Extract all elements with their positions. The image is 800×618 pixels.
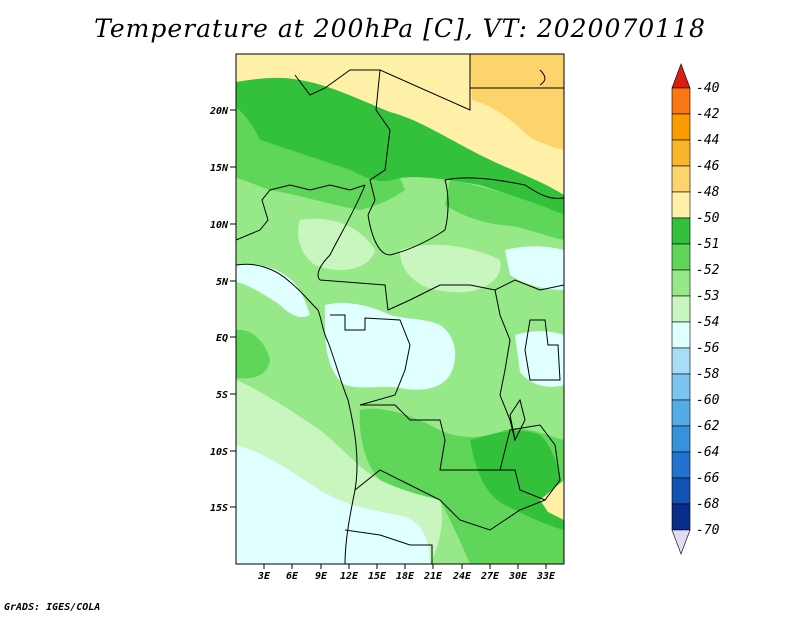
lon-label: 15E: [368, 571, 387, 582]
legend-swatch: [671, 113, 691, 141]
legend-swatch: [671, 243, 691, 271]
legend-label: -53: [696, 289, 719, 304]
legend-label: -58: [696, 367, 720, 382]
map-title: Temperature at 200hPa [C], VT: 202007011…: [94, 14, 706, 43]
country-borders: [236, 54, 564, 564]
legend-swatch: [671, 295, 691, 323]
legend-swatch: [671, 321, 691, 349]
legend-arrow-top: [671, 63, 691, 89]
legend-label: -48: [696, 185, 720, 200]
lat-label: 10N: [210, 220, 229, 231]
region-minus54-east: [505, 246, 564, 290]
legend-label: -51: [696, 237, 719, 252]
region-minus54-southwest: [236, 445, 430, 564]
legend-swatch: [671, 139, 691, 167]
lon-label: 12E: [340, 571, 359, 582]
lon-label: 30E: [508, 571, 528, 582]
region-minus50-southeast: [540, 480, 564, 520]
legend-swatch: [671, 217, 691, 245]
latitude-axis: 20N 15N 10N 5N EQ 5S 10S 15S: [209, 106, 236, 514]
region-minus52-east-north: [445, 180, 564, 240]
temperature-map: [236, 54, 564, 564]
lat-label: 15S: [210, 503, 228, 514]
lon-label: 6E: [286, 571, 299, 582]
lat-label: 15N: [210, 163, 229, 174]
legend-swatch: [671, 399, 691, 427]
lon-label: 18E: [396, 571, 415, 582]
region-minus48-northeast: [470, 54, 564, 150]
legend-label: -44: [696, 133, 719, 148]
region-minus52-northwest: [236, 108, 405, 210]
lon-label: 33E: [536, 571, 556, 582]
legend-label: -64: [696, 445, 719, 460]
lat-label: EQ: [216, 333, 228, 344]
region-minus52-patch-center: [298, 218, 375, 270]
legend-label: -40: [696, 81, 720, 96]
legend-label: -52: [696, 263, 720, 278]
lon-label: 21E: [423, 571, 443, 582]
legend-label: -42: [696, 107, 720, 122]
legend-swatch: [671, 269, 691, 297]
lon-label: 9E: [315, 571, 328, 582]
region-minus52-patch-west: [236, 329, 270, 379]
lon-label: 24E: [452, 571, 472, 582]
grads-credit: GrADS: IGES/COLA: [4, 602, 101, 613]
lat-label: 5S: [216, 390, 228, 401]
legend-label: -68: [696, 497, 720, 512]
legend-label: -62: [696, 419, 720, 434]
color-legend: -40 -42 -44 -46 -48 -50 -51 -52 -53 -54 -56 -58 -60 -…: [671, 63, 720, 555]
legend-label: -66: [696, 471, 720, 486]
region-minus53-southwest: [236, 380, 442, 564]
legend-swatch: [671, 425, 691, 453]
region-minus51-southeast: [470, 430, 564, 530]
legend-label: -54: [696, 315, 719, 330]
lat-label: 10S: [210, 447, 228, 458]
legend-swatch: [671, 373, 691, 401]
legend-label: -50: [696, 211, 720, 226]
lat-label: 5N: [216, 277, 229, 288]
legend-label: -60: [696, 393, 720, 408]
region-minus54-congo: [325, 303, 456, 390]
legend-swatch: [671, 451, 691, 479]
legend-swatch: [671, 87, 691, 115]
lon-label: 27E: [480, 571, 500, 582]
legend-swatch: [671, 503, 691, 531]
region-minus54-gulf: [236, 263, 310, 317]
region-minus51-belt: [236, 77, 564, 215]
legend-swatch: [671, 477, 691, 505]
lon-label: 3E: [257, 571, 271, 582]
legend-swatch: [671, 347, 691, 375]
legend-arrow-bottom: [671, 529, 691, 555]
legend-swatch: [671, 165, 691, 193]
longitude-axis: 3E 6E 9E 12E 15E 18E 21E 24E 27E 30E 33E: [257, 564, 556, 582]
lat-label: 20N: [209, 106, 229, 117]
legend-label: -70: [696, 523, 720, 538]
map-frame: [235, 53, 565, 565]
legend-label: -46: [696, 159, 720, 174]
legend-swatch: [671, 191, 691, 219]
region-minus52-patch-east: [400, 244, 501, 293]
legend-label: -56: [696, 341, 720, 356]
